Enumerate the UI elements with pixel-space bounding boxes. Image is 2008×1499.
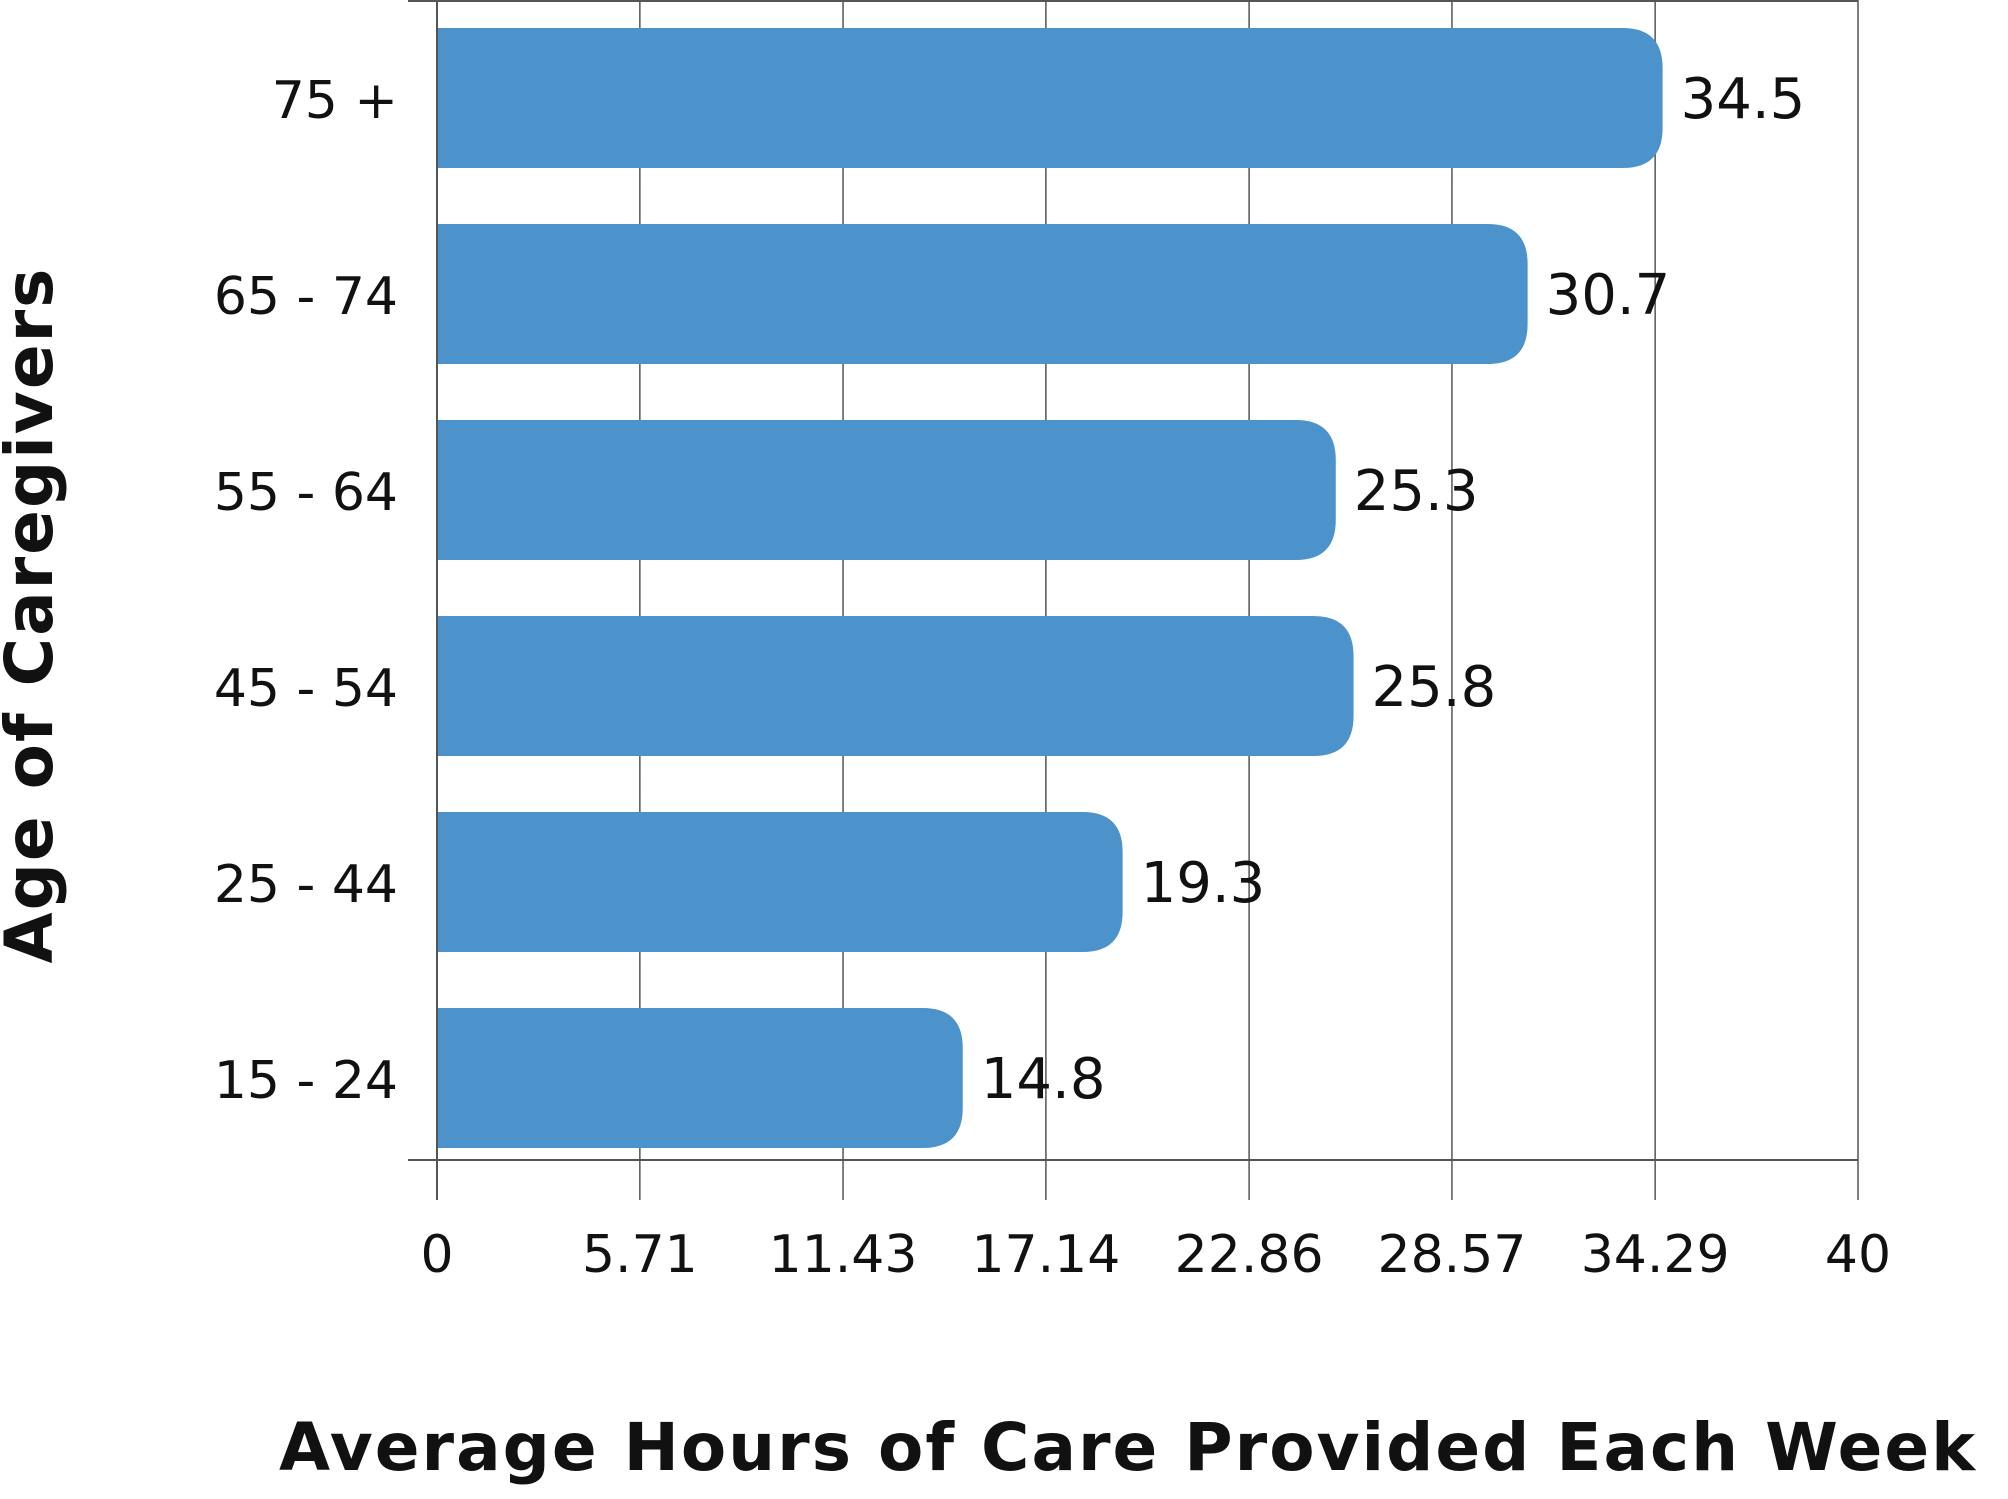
bar-value-label: 30.7 [1546,263,1671,328]
bar-value-label: 25.8 [1372,655,1497,720]
bar [437,1008,963,1148]
y-category-label: 45 - 54 [214,659,398,719]
x-tick-label: 5.71 [582,1225,698,1285]
bar [437,812,1123,952]
y-category-label: 15 - 24 [214,1051,398,1111]
bar [437,420,1336,560]
x-tick-label: 28.57 [1378,1225,1527,1285]
x-tick-label: 0 [420,1225,453,1285]
bar-value-label: 14.8 [981,1047,1106,1112]
bar-value-label: 19.3 [1141,851,1266,916]
x-tick-label: 40 [1825,1225,1891,1285]
x-axis-title: Average Hours of Care Provided Each Week [279,1409,1977,1486]
y-axis-title: Age of Caregivers [0,267,68,964]
bar [437,224,1528,364]
bar-layer [437,28,1663,1148]
x-tick-label: 11.43 [769,1225,918,1285]
x-tick-label: 17.14 [971,1225,1120,1285]
bar [437,616,1354,756]
grid-layer [639,0,1859,1160]
y-category-label: 75 + [272,71,398,131]
label-layer: 0 5.71 11.43 17.14 22.86 28.57 34.29 40 34.5 75 +… [214,67,1891,1285]
y-category-label: 65 - 74 [214,267,398,327]
axis-layer [408,0,1859,1200]
y-category-label: 55 - 64 [214,463,398,523]
x-tick-label: 22.86 [1175,1225,1324,1285]
bar-value-label: 25.3 [1354,459,1479,524]
bar [437,28,1663,168]
y-category-label: 25 - 44 [214,855,398,915]
x-tick-label: 34.29 [1581,1225,1730,1285]
bar-value-label: 34.5 [1681,67,1806,132]
